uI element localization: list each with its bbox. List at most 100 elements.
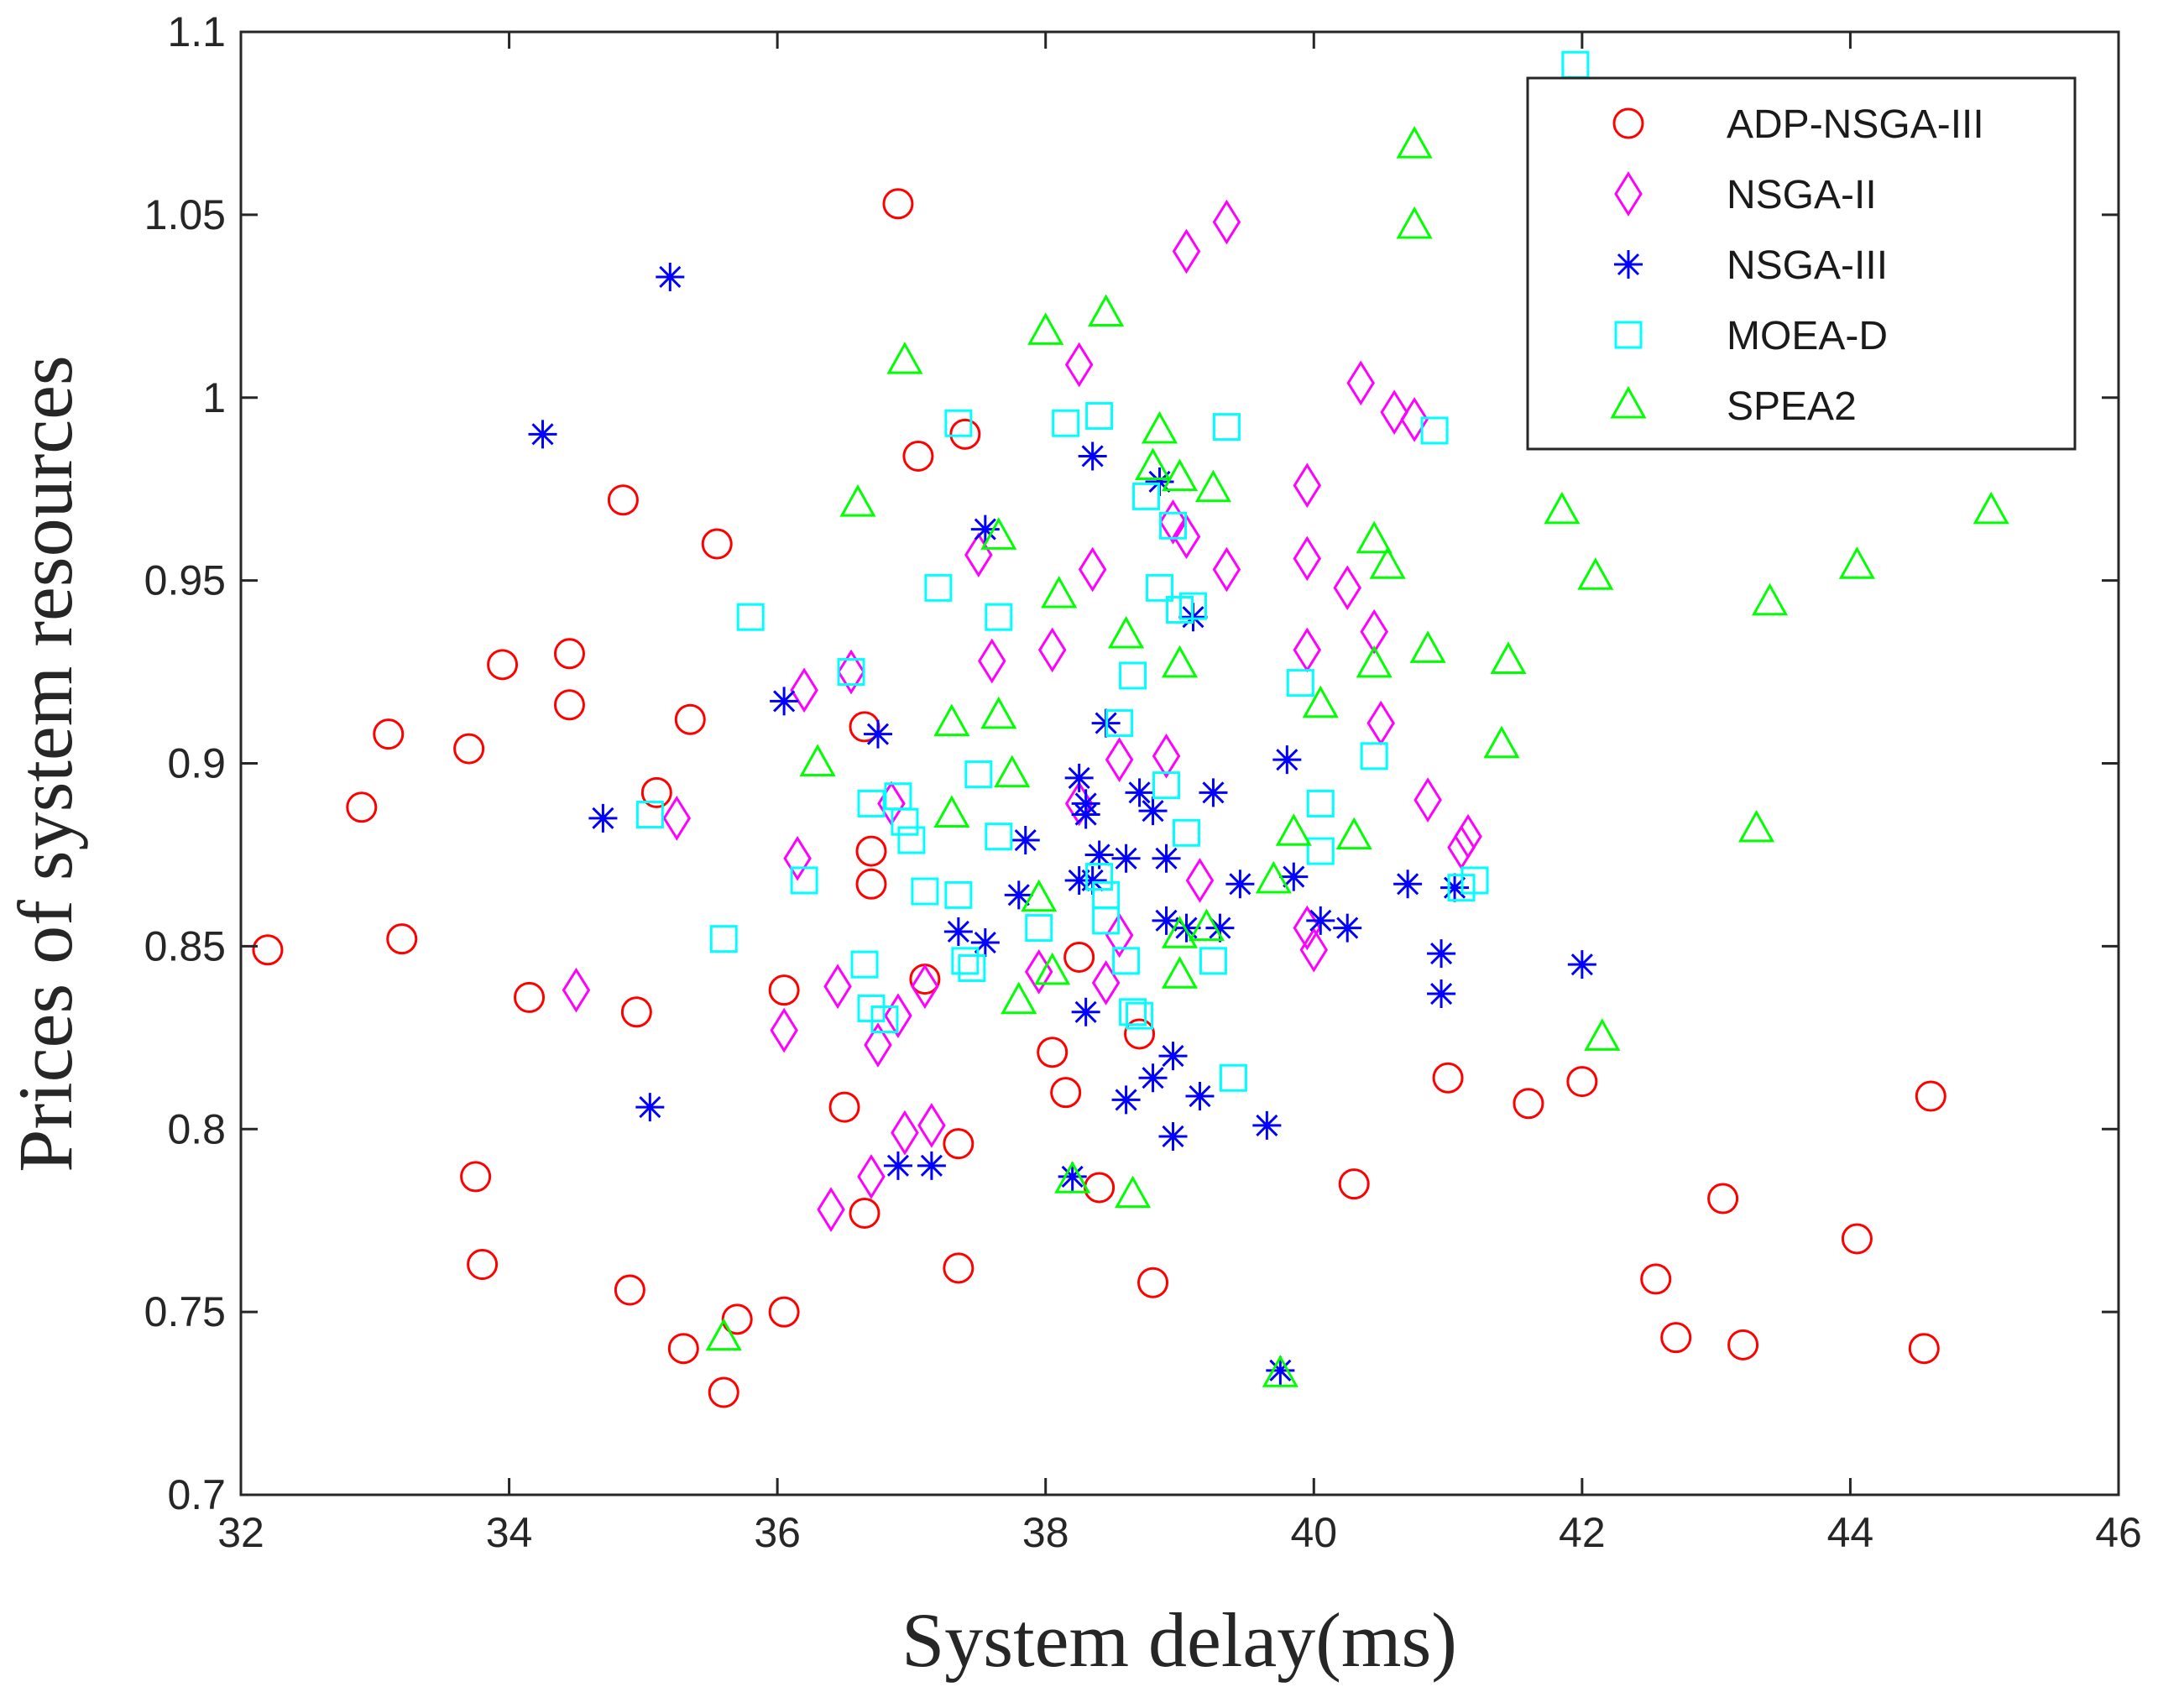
triangle-point [1141, 410, 1178, 444]
triangle-point [1483, 725, 1520, 759]
y-tick-label: 0.85 [144, 922, 226, 969]
triangle-point [1161, 458, 1199, 492]
square-point [1085, 863, 1114, 891]
square-point [837, 658, 865, 687]
triangle-point [1577, 557, 1614, 590]
circle-point [855, 868, 887, 900]
diamond-point [1212, 546, 1241, 593]
diamond-point [857, 1154, 886, 1199]
square-point [790, 866, 818, 895]
legend-triangle-icon [1610, 385, 1647, 419]
triangle-point [1194, 469, 1232, 503]
square-point [1119, 998, 1147, 1026]
circle-point [1432, 1062, 1464, 1094]
circle-point [943, 1128, 974, 1160]
triangle-point [1584, 1018, 1621, 1051]
asterisk-point [635, 1093, 665, 1122]
asterisk-point [1004, 880, 1033, 910]
square-point [850, 950, 879, 979]
y-tick-label: 0.75 [144, 1288, 226, 1335]
diamond-point [1105, 737, 1134, 782]
circle-point [768, 1296, 800, 1328]
diamond-point [917, 1103, 946, 1148]
square-point [944, 880, 973, 909]
circle-point [553, 638, 585, 670]
square-point [1052, 409, 1080, 437]
triangle-point [980, 696, 1017, 729]
circle-point [1908, 1333, 1940, 1365]
diamond-point [1105, 912, 1134, 958]
square-point [1105, 709, 1134, 738]
triangle-point [1134, 447, 1172, 481]
diamond-point [1078, 546, 1107, 593]
diamond-point [770, 1007, 798, 1053]
y-tick-label: 1 [202, 374, 226, 421]
diamond-point [1293, 462, 1322, 509]
circle-point [1707, 1183, 1739, 1214]
square-point [1306, 837, 1335, 865]
diamond-point [911, 964, 939, 1010]
legend: ADP-NSGA-III NSGA-II NSGA-III MOEA-D SPEA2 [1526, 76, 2077, 451]
diamond-point [1037, 627, 1067, 673]
diamond-point [1454, 813, 1482, 859]
triangle-point [1161, 916, 1199, 948]
triangle-point [1034, 952, 1071, 985]
triangle-point [1115, 1175, 1152, 1209]
circle-point [949, 418, 981, 450]
legend-entry: MOEA-D [1614, 314, 1888, 358]
square-point [897, 826, 926, 854]
square-point [1212, 413, 1241, 441]
circle-point [460, 1161, 492, 1193]
square-point [1126, 1001, 1154, 1030]
asterisk-point [1440, 873, 1470, 902]
square-point [951, 947, 980, 975]
square-point [891, 807, 919, 836]
circle-point [1037, 1037, 1069, 1068]
asterisk-point [1058, 1162, 1087, 1191]
square-point [870, 1005, 899, 1034]
series-adp-nsga-iii [252, 188, 1946, 1408]
square-point [985, 603, 1013, 631]
circle-point [1063, 941, 1095, 973]
legend-square-icon [1614, 321, 1643, 349]
legend-label: SPEA2 [1727, 384, 1857, 429]
circle-point [346, 791, 378, 823]
legend-entry: SPEA2 [1610, 384, 1857, 429]
circle-point [607, 484, 639, 516]
asterisk-point [1225, 870, 1255, 899]
asterisk-point [1279, 862, 1309, 891]
circle-point [882, 188, 914, 220]
y-tick-label: 0.7 [167, 1471, 226, 1518]
asterisk-point [1272, 745, 1302, 775]
circle-point [1727, 1329, 1759, 1361]
triangle-point [1752, 582, 1789, 616]
diamond-point [1346, 360, 1375, 406]
triangle-point [1838, 546, 1875, 579]
series-spea2 [705, 126, 2009, 1387]
circle-point [614, 1274, 645, 1306]
y-tick-label: 0.9 [167, 740, 226, 787]
circle-point [1338, 1168, 1370, 1200]
square-point [924, 573, 953, 602]
y-tick-label: 1.05 [144, 191, 226, 238]
asterisk-point [1266, 1355, 1295, 1385]
x-axis-title: System delay(ms) [901, 1597, 1457, 1683]
circle-point [1124, 1018, 1156, 1050]
y-axis-title: Prices of system resources [3, 355, 88, 1172]
circle-point [828, 1091, 860, 1123]
circle-point [1915, 1080, 1946, 1112]
triangle-point [1054, 1161, 1091, 1194]
asterisk-point [1064, 763, 1094, 792]
asterisk-point [1125, 778, 1154, 807]
square-point [1132, 482, 1161, 510]
x-tick-label: 32 [217, 1509, 264, 1556]
asterisk-point [1205, 913, 1235, 943]
asterisk-point [1152, 906, 1181, 935]
triangle-point [1738, 809, 1775, 843]
circle-point [453, 733, 485, 765]
diamond-point [1333, 565, 1362, 611]
triangle-point [1396, 206, 1433, 239]
square-point [1460, 866, 1489, 895]
asterisk-point [1333, 913, 1362, 943]
x-tick-label: 46 [2095, 1509, 2142, 1556]
